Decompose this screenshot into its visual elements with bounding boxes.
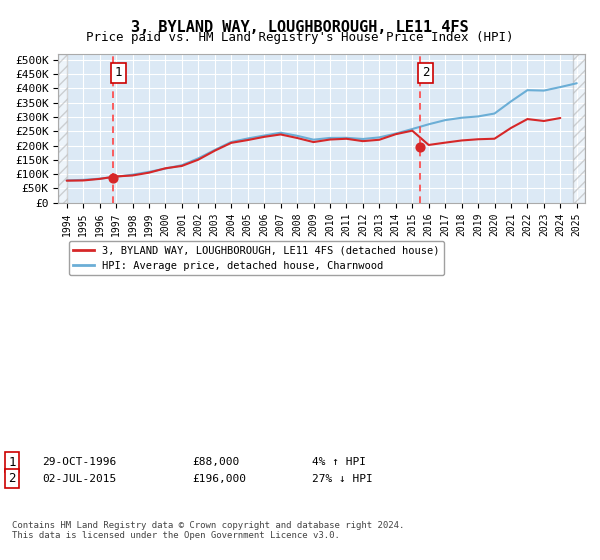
Text: 1: 1 <box>8 455 16 469</box>
Text: 3, BYLAND WAY, LOUGHBOROUGH, LE11 4FS: 3, BYLAND WAY, LOUGHBOROUGH, LE11 4FS <box>131 20 469 35</box>
Text: Price paid vs. HM Land Registry's House Price Index (HPI): Price paid vs. HM Land Registry's House … <box>86 31 514 44</box>
Text: Contains HM Land Registry data © Crown copyright and database right 2024.
This d: Contains HM Land Registry data © Crown c… <box>12 521 404 540</box>
Text: £88,000: £88,000 <box>192 457 239 467</box>
Text: 29-OCT-1996: 29-OCT-1996 <box>42 457 116 467</box>
Bar <box>574 54 585 203</box>
Text: 27% ↓ HPI: 27% ↓ HPI <box>312 474 373 484</box>
Text: 4% ↑ HPI: 4% ↑ HPI <box>312 457 366 467</box>
Text: 2: 2 <box>8 472 16 486</box>
Bar <box>58 54 67 203</box>
Point <box>109 173 118 182</box>
Text: 02-JUL-2015: 02-JUL-2015 <box>42 474 116 484</box>
Legend: 3, BYLAND WAY, LOUGHBOROUGH, LE11 4FS (detached house), HPI: Average price, deta: 3, BYLAND WAY, LOUGHBOROUGH, LE11 4FS (d… <box>69 241 444 275</box>
Text: £196,000: £196,000 <box>192 474 246 484</box>
Text: 2: 2 <box>422 66 429 80</box>
Text: 1: 1 <box>115 66 122 80</box>
Point <box>416 142 425 151</box>
